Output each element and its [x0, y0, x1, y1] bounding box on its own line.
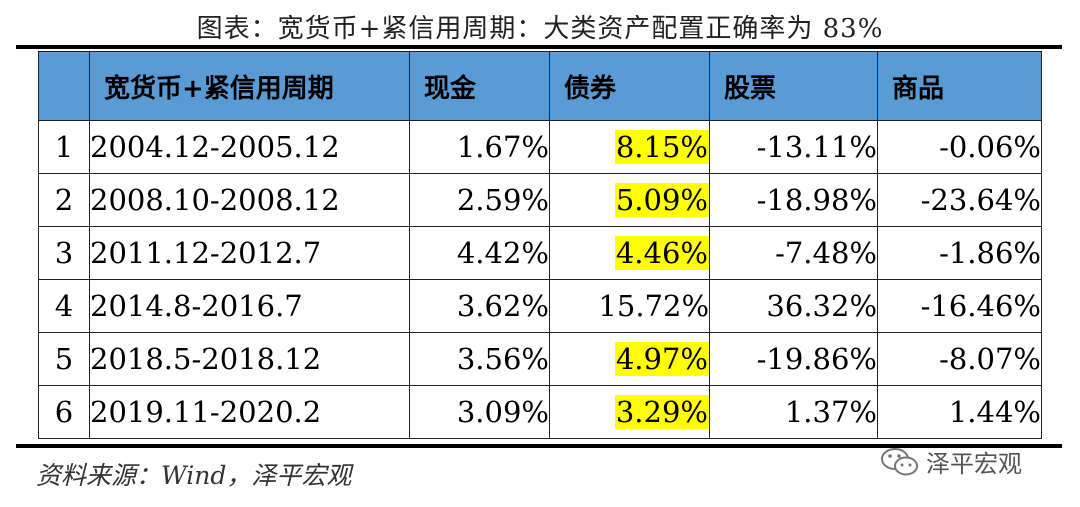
row-commodity: 1.44% [877, 385, 1042, 439]
row-cash: 2.59% [409, 173, 550, 227]
highlighted-bond-value: 4.97% [614, 342, 709, 376]
table-row: 5 2018.5-2018.12 3.56% 4.97% -19.86% -8.07% [38, 332, 1042, 386]
table-row: 4 2014.8-2016.7 3.62% 15.72% 36.32% -16.46% [38, 279, 1042, 333]
bottom-rule [16, 444, 1062, 448]
header-cash: 现金 [409, 51, 550, 121]
highlighted-bond-value: 5.09% [614, 183, 709, 217]
row-stock: -13.11% [709, 120, 878, 174]
header-commodity: 商品 [877, 51, 1042, 121]
row-cash: 1.67% [409, 120, 550, 174]
row-stock: 36.32% [709, 279, 878, 333]
row-bond: 5.09% [549, 173, 710, 227]
page-title: 图表：宽货币+紧信用周期：大类资产配置正确率为 83% [196, 14, 884, 44]
header-index [38, 51, 90, 121]
row-period: 2019.11-2020.2 [89, 385, 410, 439]
row-commodity: -0.06% [877, 120, 1042, 174]
wechat-icon [881, 447, 918, 475]
table-row: 1 2004.12-2005.12 1.67% 8.15% -13.11% -0.06% [38, 120, 1042, 174]
header-stock: 股票 [709, 51, 878, 121]
row-stock: -7.48% [709, 226, 878, 280]
row-bond: 8.15% [549, 120, 710, 174]
row-index: 3 [38, 226, 90, 280]
asset-allocation-table: 宽货币+紧信用周期 现金 债券 股票 商品 1 2004.12-2005.12 1.… [38, 51, 1042, 439]
source-note: 资料来源：Wind，泽平宏观 [36, 461, 352, 490]
row-index: 4 [38, 279, 90, 333]
row-period: 2011.12-2012.7 [89, 226, 410, 280]
table-header-row: 宽货币+紧信用周期 现金 债券 股票 商品 [38, 51, 1042, 121]
row-index: 1 [38, 120, 90, 174]
row-period: 2018.5-2018.12 [89, 332, 410, 386]
highlighted-bond-value: 8.15% [614, 130, 709, 164]
watermark-logo: 泽平宏观 [880, 444, 1022, 479]
table-row: 2 2008.10-2008.12 2.59% 5.09% -18.98% -23.64% [38, 173, 1042, 227]
row-commodity: -8.07% [877, 332, 1042, 386]
row-period: 2008.10-2008.12 [89, 173, 410, 227]
row-cash: 3.09% [409, 385, 550, 439]
row-stock: 1.37% [709, 385, 878, 439]
row-cash: 4.42% [409, 226, 550, 280]
row-cash: 3.56% [409, 332, 550, 386]
row-period: 2014.8-2016.7 [89, 279, 410, 333]
row-index: 2 [38, 173, 90, 227]
header-period: 宽货币+紧信用周期 [89, 51, 410, 121]
row-bond: 15.72% [549, 279, 710, 333]
row-commodity: -23.64% [877, 173, 1042, 227]
row-period: 2004.12-2005.12 [89, 120, 410, 174]
table-row: 3 2011.12-2012.7 4.42% 4.46% -7.48% -1.86% [38, 226, 1042, 280]
row-commodity: -16.46% [877, 279, 1042, 333]
row-cash: 3.62% [409, 279, 550, 333]
row-bond: 3.29% [549, 385, 710, 439]
row-stock: -19.86% [709, 332, 878, 386]
watermark-text: 泽平宏观 [926, 450, 1022, 478]
row-index: 5 [38, 332, 90, 386]
highlighted-bond-value: 4.46% [614, 236, 709, 270]
row-bond: 4.46% [549, 226, 710, 280]
row-bond: 4.97% [549, 332, 710, 386]
row-stock: -18.98% [709, 173, 878, 227]
top-rule [16, 45, 1062, 49]
row-index: 6 [38, 385, 90, 439]
header-bond: 债券 [549, 51, 710, 121]
highlighted-bond-value: 3.29% [614, 395, 709, 429]
table-row: 6 2019.11-2020.2 3.09% 3.29% 1.37% 1.44% [38, 385, 1042, 439]
row-commodity: -1.86% [877, 226, 1042, 280]
